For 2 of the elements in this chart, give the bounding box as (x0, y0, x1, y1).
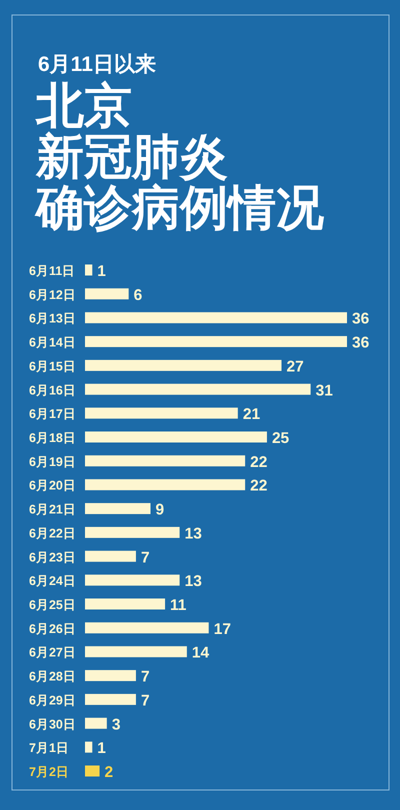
title: 北京新冠肺炎确诊病例情况 (36, 80, 324, 235)
subtitle: 6月11日以来 (38, 53, 156, 76)
